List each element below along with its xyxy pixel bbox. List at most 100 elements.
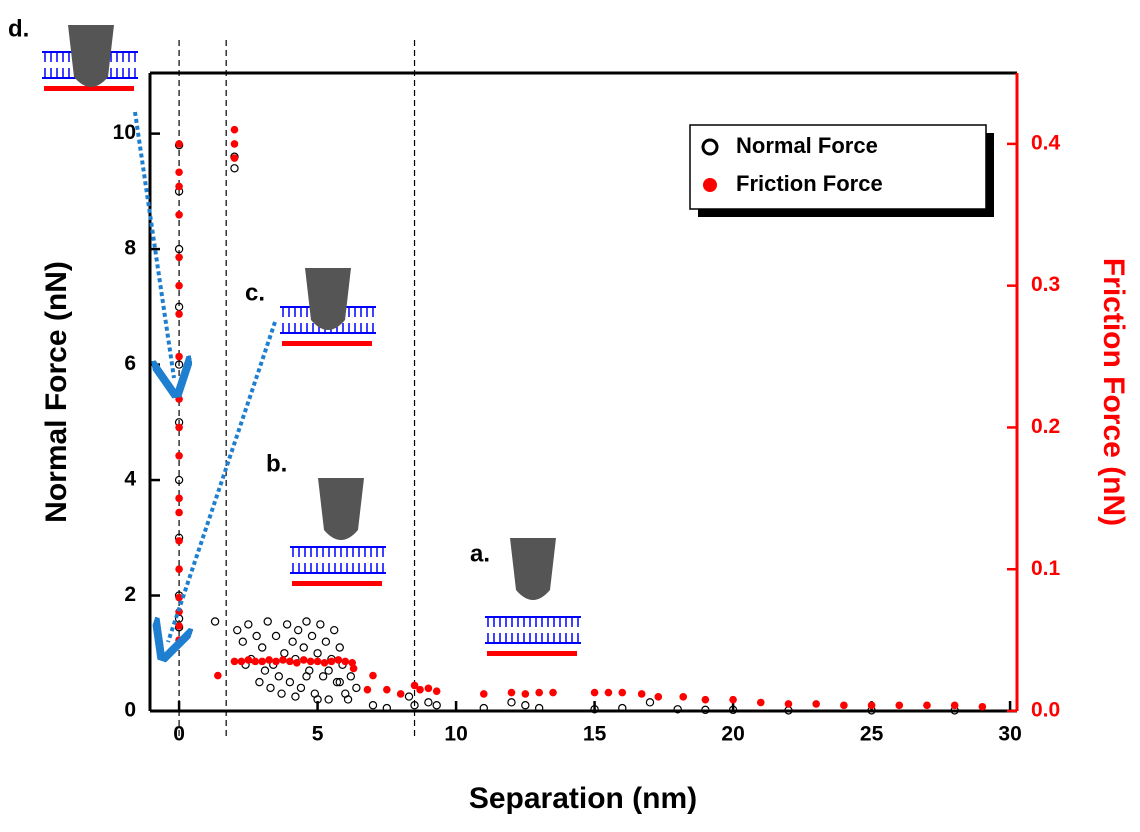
data-point (175, 182, 183, 191)
data-point (363, 685, 372, 694)
data-point (618, 703, 627, 713)
legend-box (689, 124, 987, 210)
data-point (230, 657, 239, 666)
data-point (867, 701, 876, 710)
data-point (321, 637, 331, 646)
data-point (729, 695, 737, 704)
data-point (324, 695, 333, 704)
legend-label: Friction Force (736, 171, 883, 196)
data-point (404, 692, 414, 701)
data-point (479, 703, 488, 713)
data-point (258, 657, 266, 666)
x-tick-label: 15 (583, 723, 607, 746)
data-point (175, 140, 183, 148)
data-point (263, 617, 272, 626)
data-point (230, 140, 239, 148)
data-point (654, 693, 663, 701)
data-point (286, 657, 294, 666)
data-point (382, 703, 392, 713)
legend-marker (701, 138, 719, 156)
data-point (313, 695, 322, 704)
data-point (244, 620, 253, 629)
data-point (175, 622, 183, 630)
data-point (175, 352, 183, 361)
tip (68, 25, 114, 87)
data-point (175, 210, 183, 219)
data-point (175, 565, 183, 574)
data-point (210, 617, 220, 626)
data-point (416, 685, 424, 694)
data-point (291, 692, 300, 701)
data-point (383, 685, 391, 694)
data-point (255, 677, 264, 687)
data-point (950, 701, 959, 710)
data-point (410, 681, 419, 690)
data-point (302, 617, 311, 626)
plot-area: 0 5 10 15 20 25 30 0 2 4 6 8 10 0.0 0.1 0.2 0.3 0.4 (113, 40, 1061, 746)
data-point (728, 705, 738, 715)
data-point (343, 695, 353, 704)
data-point (306, 657, 315, 666)
membrane (289, 544, 387, 587)
legend: Normal Force Friction Force (689, 124, 994, 217)
annotation: c. (245, 279, 265, 306)
data-point (756, 698, 765, 707)
data-point (175, 168, 183, 177)
data-point (175, 253, 183, 262)
data-point (701, 695, 710, 704)
data-point (313, 649, 322, 658)
y-tick-label: 6 (124, 352, 136, 375)
data-point (424, 684, 433, 693)
data-point (272, 657, 280, 666)
data-point (282, 620, 292, 629)
data-point (637, 690, 646, 698)
data-point (175, 452, 183, 460)
data-point (812, 700, 820, 708)
data-point (535, 688, 543, 697)
data-point (271, 631, 281, 641)
data-point (341, 657, 350, 666)
data-point (673, 705, 682, 714)
data-point (277, 689, 286, 698)
data-point (299, 643, 308, 652)
tip (510, 538, 556, 600)
data-point (280, 649, 289, 658)
data-point (334, 656, 343, 664)
data-point (424, 698, 433, 707)
data-point (174, 244, 184, 254)
data-point (327, 657, 336, 666)
data-point (316, 620, 325, 629)
y-axis-label: Normal Force (nN) (40, 261, 73, 523)
data-point (324, 666, 333, 675)
data-point (645, 698, 655, 707)
data-point (293, 625, 303, 635)
data-point (521, 690, 530, 698)
data-point (238, 637, 247, 646)
data-point (701, 705, 710, 715)
data-point (302, 672, 311, 681)
data-point (368, 701, 378, 710)
data-point (233, 625, 242, 635)
y2-tick-label: 0.4 (1031, 131, 1061, 154)
data-point (230, 125, 239, 134)
data-point (432, 701, 441, 710)
data-point (266, 683, 275, 693)
data-point (260, 666, 270, 675)
data-point (313, 657, 322, 666)
data-point (507, 698, 516, 707)
data-point (175, 423, 183, 432)
data-point (895, 701, 904, 710)
data-point (840, 701, 848, 710)
data-point (175, 281, 183, 290)
data-point (590, 688, 599, 697)
arrow (168, 321, 277, 642)
data-point (923, 701, 931, 710)
data-point (299, 656, 308, 664)
data-point (285, 677, 295, 687)
y2-tick-label: 0.0 (1031, 699, 1060, 722)
data-point (521, 701, 530, 710)
data-point (320, 658, 329, 667)
y2-tick-label: 0.1 (1031, 557, 1061, 580)
y-tick-label: 4 (124, 468, 136, 491)
